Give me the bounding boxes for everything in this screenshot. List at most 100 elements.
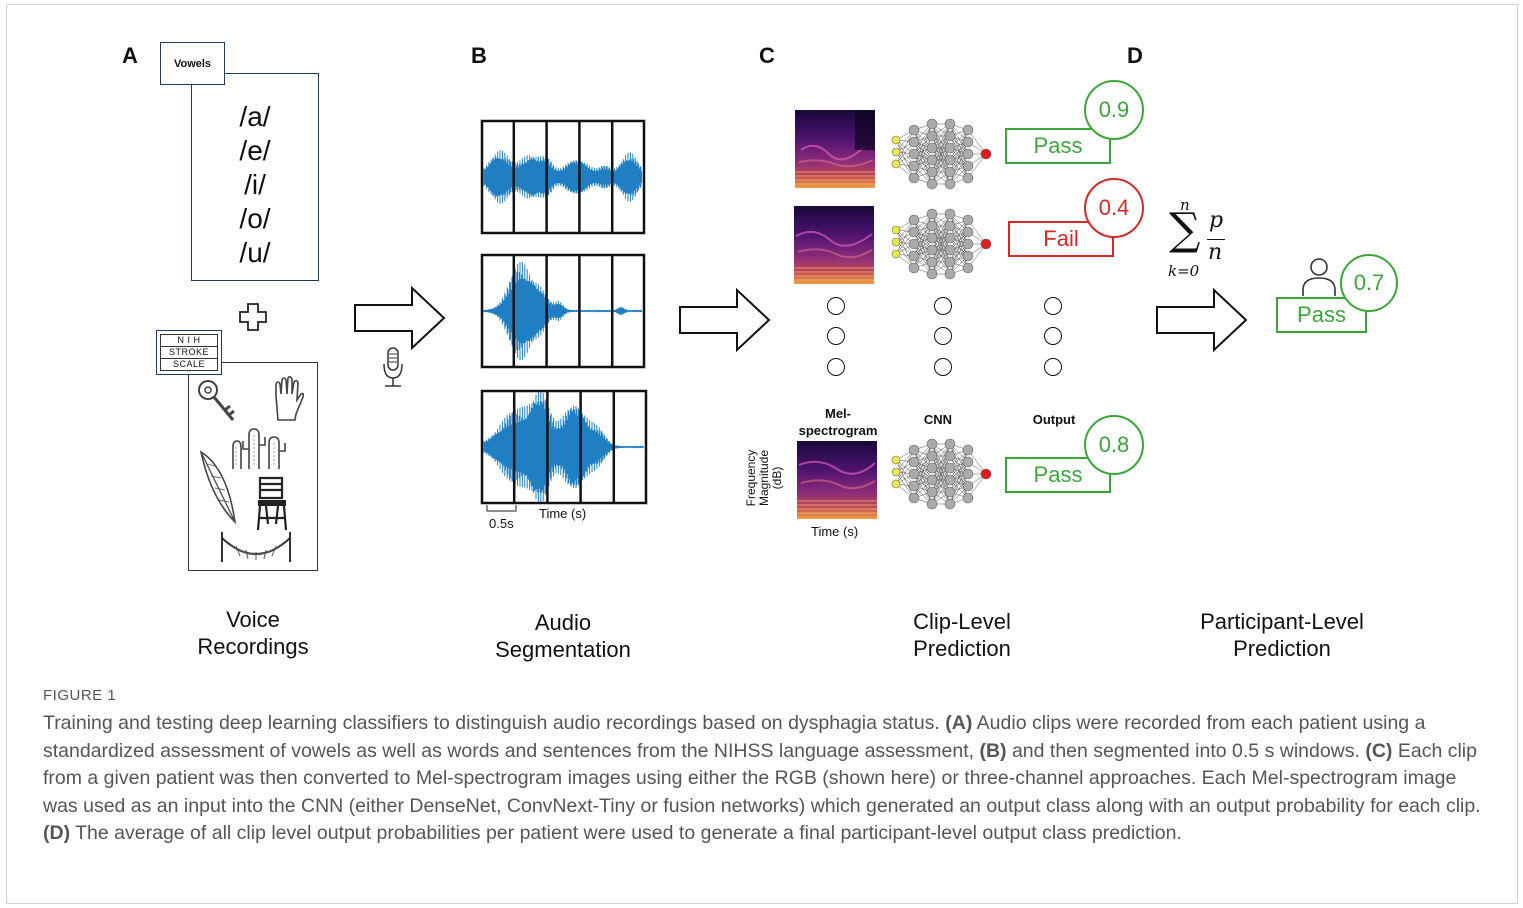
cnn-connection [931,147,951,185]
hammock-icon [221,532,291,562]
stage-label-line: Segmentation [495,637,631,662]
cnn-node [908,148,920,160]
cnn-node [944,462,956,474]
cnn-node [891,159,901,169]
ellipsis-dot [827,297,845,315]
mel-spectrogram-3 [797,441,877,519]
cnn-connection [931,443,951,481]
cnn-connection [913,467,933,499]
cnn-node [926,244,938,256]
cnn-node [908,172,920,184]
participant-probability: 0.7 [1340,254,1398,312]
cnn-node [962,214,974,226]
cnn-node [908,238,920,250]
cnn-node [944,474,956,486]
cnn-connection [931,213,951,251]
clip-3-probability: 0.8 [1084,415,1144,475]
caption-panel-ref: (D) [43,822,71,844]
cnn-connection [913,455,933,499]
ellipsis-dot [1044,358,1062,376]
cnn-node [962,468,974,480]
waveform-segmented-2 [480,253,646,369]
ellipsis-dot [934,327,952,345]
cnn-node [891,455,901,465]
cnn-node [944,208,956,220]
cnn-node [926,154,938,166]
cnn-connection [895,129,915,165]
cnn-node [962,172,974,184]
cnn-node [944,268,956,280]
waveform-segmented-1 [480,119,646,235]
mel-spectrogram-2 [794,206,874,284]
cnn-connection [913,443,933,475]
cnn-node [962,250,974,262]
cnn-connection [949,219,969,251]
cnn-node [926,166,938,178]
formula-denominator: n [1208,240,1223,265]
cnn-node [944,256,956,268]
stage-label-clip-level-prediction: Clip-Level Prediction [872,608,1052,662]
formula-upper-limit: n [1180,196,1190,214]
cnn-connection [949,141,969,185]
nih-badge-line: STROKE [161,346,217,359]
window-bracket [486,505,517,512]
cnn-connection [913,213,933,245]
waveform-frame [480,389,648,505]
nih-stroke-scale-badge: N I H STROKE SCALE [156,330,222,375]
y-axis-label-line: (dB) [770,466,784,490]
vowel-list: /a/ /e/ /i/ /o/ /u/ [191,100,319,270]
column-label-line: spectrogram [798,423,878,438]
average-formula: n ∑ k=0 p n [1166,196,1236,286]
cnn-connection [949,473,969,505]
cnn-node [962,444,974,456]
stage-label-line: Prediction [1233,636,1331,661]
arrow-b-to-c [679,287,771,353]
cnn-network-3 [891,438,992,510]
cnn-connection [913,225,933,269]
stage-label-line: Voice [226,607,280,632]
stage-label-line: Prediction [913,636,1011,661]
caption-text: Training and testing deep learning class… [43,712,946,734]
cnn-connection [949,449,969,481]
column-label-output: Output [1032,412,1076,427]
cnn-node [962,136,974,148]
stage-label-voice-recordings: Voice Recordings [163,606,343,660]
cnn-node [962,160,974,172]
cnn-connection [913,147,933,179]
cnn-node [891,225,901,235]
cnn-node [944,498,956,510]
time-axis-label-b: Time (s) [539,506,587,521]
column-label-line: Mel- [825,406,851,421]
column-label-cnn: CNN [923,412,953,427]
formula-sigma: ∑ [1169,204,1201,255]
cnn-node [908,226,920,238]
cnn-node [908,124,920,136]
waveform-segmented-3 [480,389,648,505]
cnn-node [980,468,992,480]
cnn-node [980,238,992,250]
spectrogram-x-axis-label: Time (s) [811,524,859,539]
figure-label: FIGURE 1 [43,687,117,704]
cnn-node [908,492,920,504]
cnn-node [944,130,956,142]
cnn-node [926,256,938,268]
cnn-node [944,178,956,190]
formula-numerator: p [1209,208,1224,233]
cnn-connection [949,129,969,173]
ellipsis-dot [1044,327,1062,345]
figure-caption: FIGURE 1 Training and testing deep learn… [43,687,1483,848]
caption-body: Training and testing deep learning class… [43,710,1483,848]
cnn-connection [913,123,933,155]
caption-text: Audio clips were recorded from each pati… [43,712,1426,762]
vowels-tag: Vowels [160,42,225,85]
cnn-node [891,479,901,489]
cnn-connection [931,123,951,161]
cnn-node [926,486,938,498]
column-label-mel-spectrogram: Mel- spectrogram [788,405,888,439]
waveform-trace [483,261,643,361]
cnn-node [908,214,920,226]
cnn-network-2 [891,208,992,280]
cnn-node [944,244,956,256]
plus-icon [239,303,267,331]
cnn-network-1 [891,118,992,190]
